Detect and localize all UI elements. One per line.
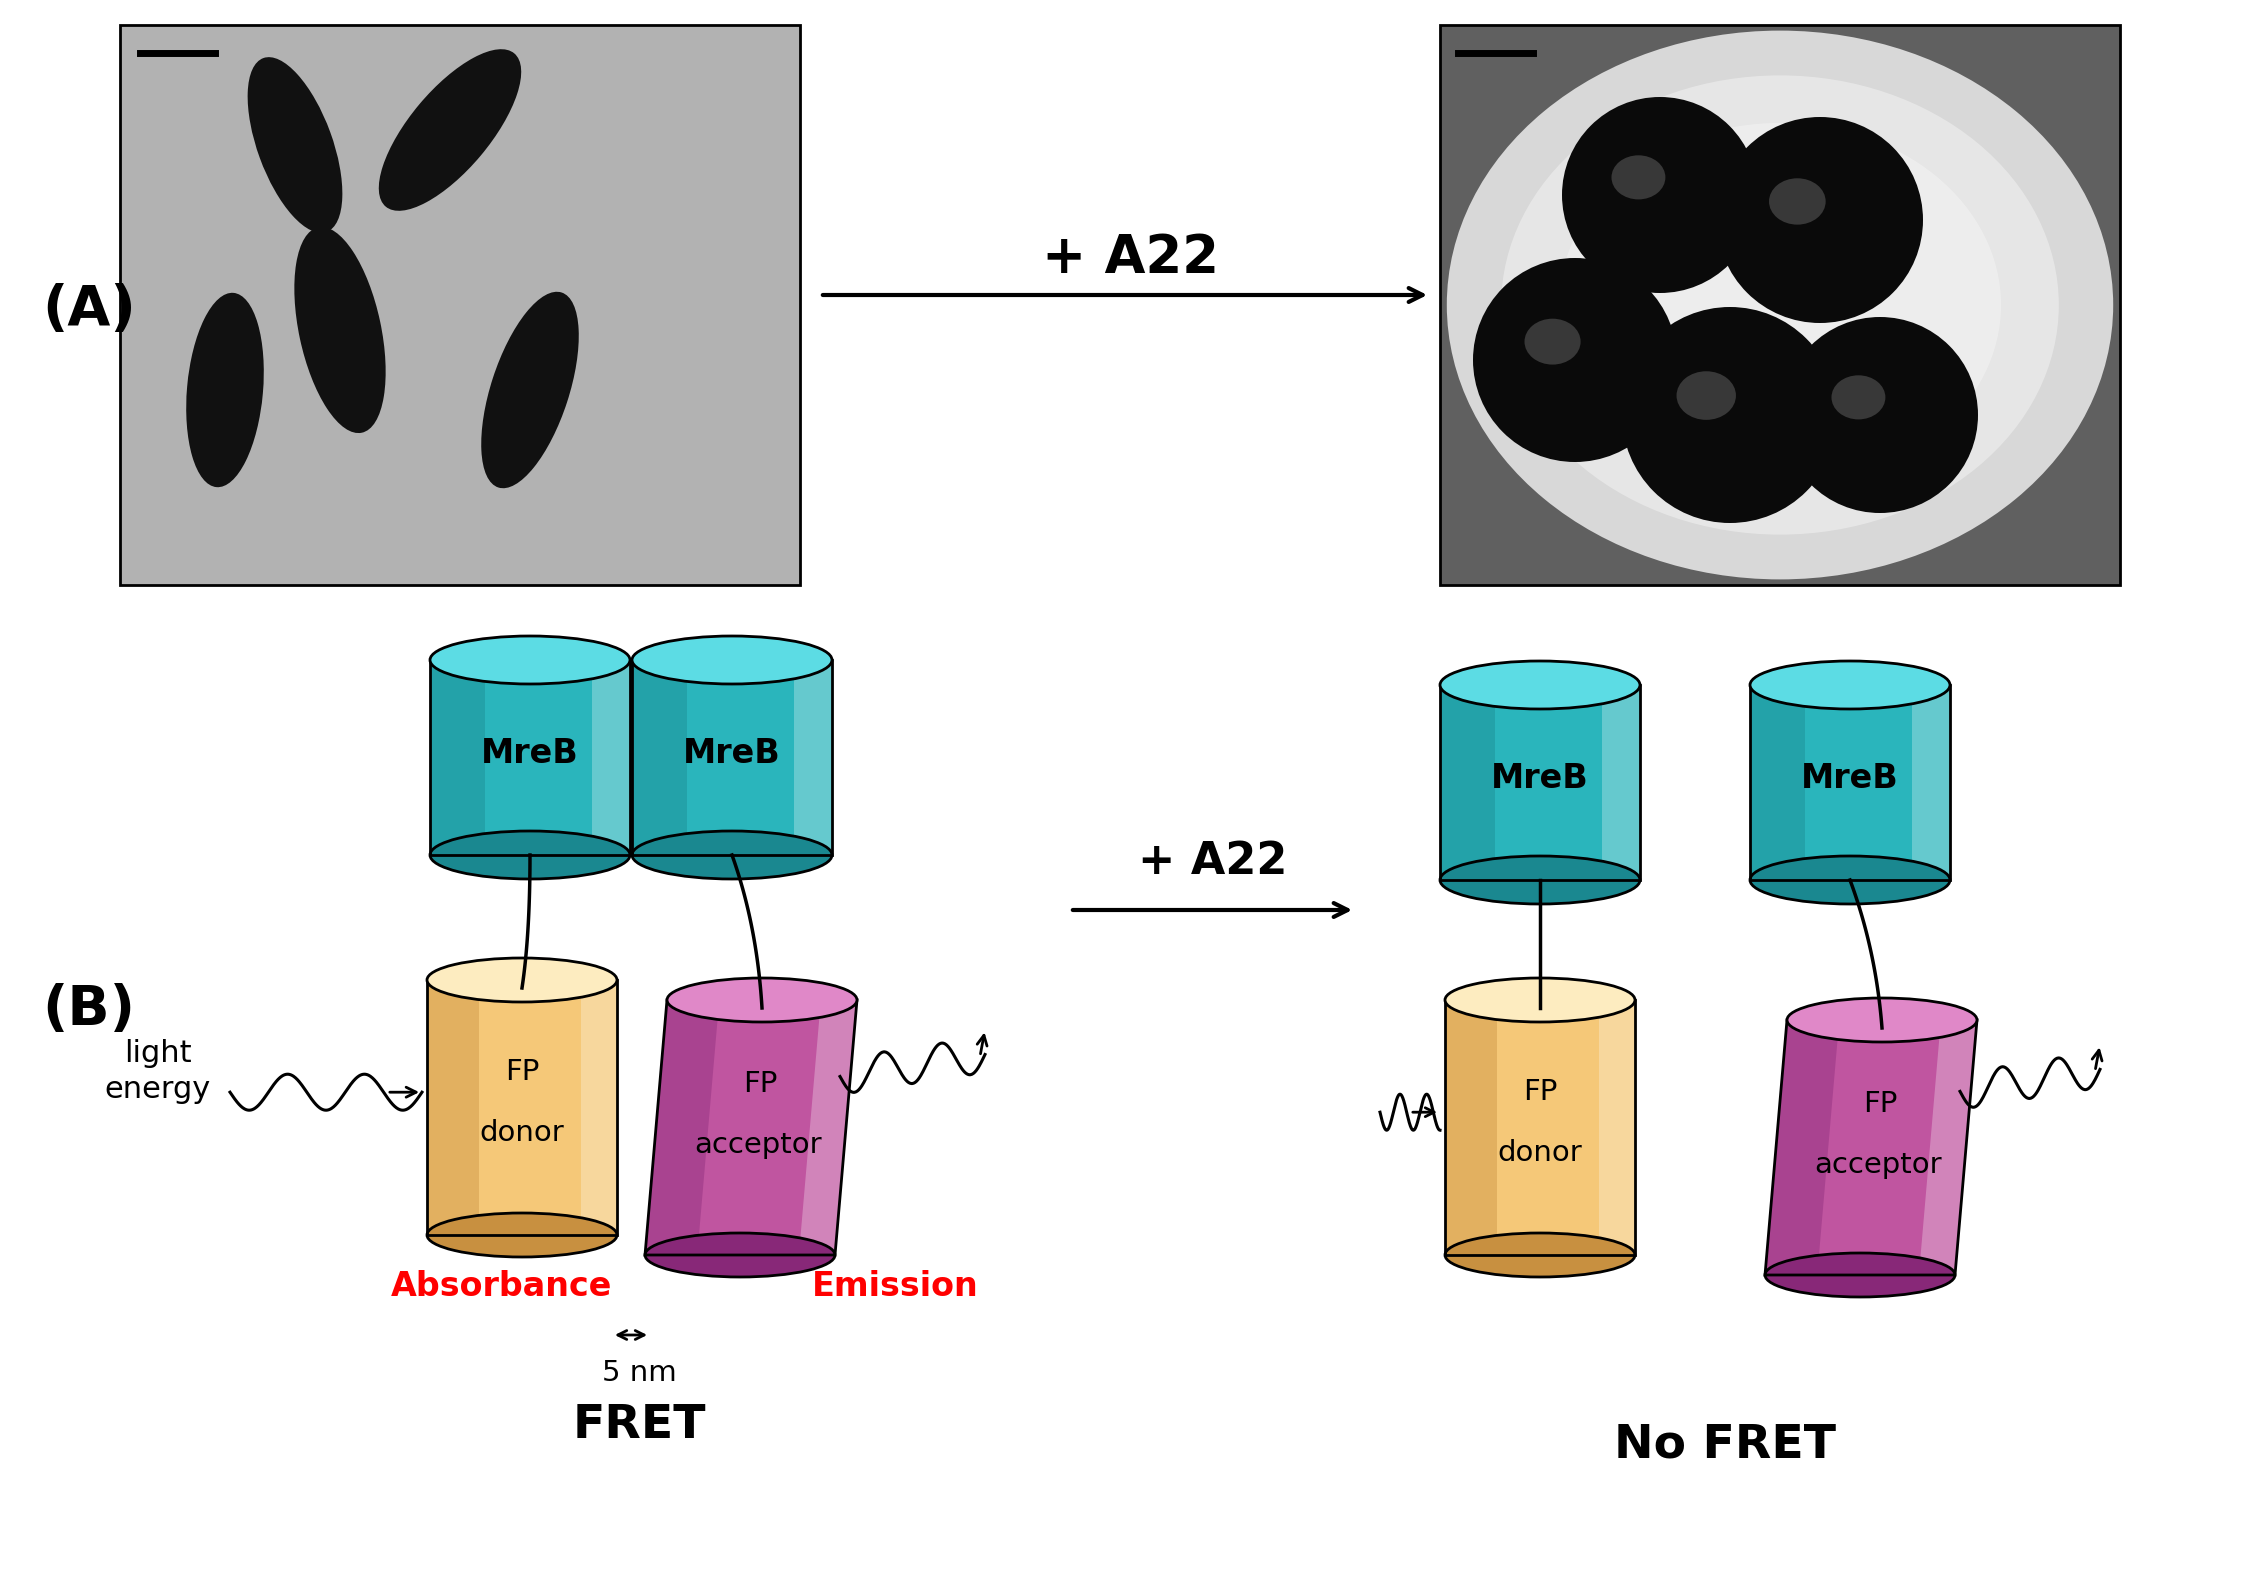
Text: MreB: MreB — [683, 737, 780, 770]
Ellipse shape — [1833, 375, 1885, 419]
Polygon shape — [1445, 1001, 1497, 1255]
Ellipse shape — [431, 832, 631, 879]
Ellipse shape — [1501, 76, 2059, 534]
Text: MreB: MreB — [1801, 762, 1898, 795]
Polygon shape — [1751, 685, 1805, 881]
Ellipse shape — [1445, 1233, 1635, 1277]
Ellipse shape — [1524, 319, 1581, 365]
Ellipse shape — [1769, 179, 1826, 225]
Text: + A22: + A22 — [1139, 841, 1288, 884]
Text: FRET: FRET — [572, 1402, 705, 1448]
Polygon shape — [1765, 1020, 1839, 1274]
Polygon shape — [1765, 1020, 1978, 1274]
Polygon shape — [426, 980, 617, 1235]
Ellipse shape — [426, 958, 617, 1002]
Circle shape — [1783, 318, 1978, 512]
Circle shape — [1563, 96, 1758, 292]
Circle shape — [1717, 117, 1923, 323]
Ellipse shape — [1445, 979, 1635, 1021]
Ellipse shape — [426, 1213, 617, 1257]
Text: donor: donor — [1497, 1138, 1583, 1167]
Ellipse shape — [1676, 372, 1735, 421]
Text: donor: donor — [479, 1119, 565, 1146]
Ellipse shape — [1751, 661, 1950, 708]
Ellipse shape — [247, 57, 342, 232]
Circle shape — [1472, 258, 1676, 462]
Polygon shape — [1445, 1001, 1635, 1255]
Polygon shape — [1440, 685, 1640, 881]
Polygon shape — [633, 659, 687, 855]
Polygon shape — [798, 1001, 857, 1255]
Ellipse shape — [1765, 1254, 1955, 1296]
Polygon shape — [1919, 1020, 1978, 1274]
Text: acceptor: acceptor — [694, 1132, 821, 1159]
Text: No FRET: No FRET — [1615, 1423, 1837, 1467]
Text: FP: FP — [506, 1058, 540, 1086]
Ellipse shape — [644, 1233, 835, 1277]
Ellipse shape — [481, 292, 578, 489]
Polygon shape — [794, 659, 832, 855]
Ellipse shape — [1787, 998, 1978, 1042]
Text: MreB: MreB — [481, 737, 578, 770]
Ellipse shape — [1751, 855, 1950, 904]
Polygon shape — [644, 1001, 719, 1255]
Ellipse shape — [1558, 123, 2000, 487]
Ellipse shape — [1613, 155, 1665, 199]
Ellipse shape — [633, 832, 832, 879]
Polygon shape — [1751, 685, 1950, 881]
Text: (B): (B) — [43, 983, 136, 1037]
Ellipse shape — [379, 49, 522, 210]
Text: (A): (A) — [43, 283, 136, 337]
Text: light
energy: light energy — [104, 1039, 211, 1104]
Polygon shape — [592, 659, 631, 855]
Bar — [120, 25, 801, 585]
Text: FP: FP — [1522, 1078, 1558, 1105]
Polygon shape — [581, 980, 617, 1235]
Text: MreB: MreB — [1490, 762, 1590, 795]
Text: acceptor: acceptor — [1814, 1151, 1941, 1179]
Polygon shape — [431, 659, 485, 855]
Polygon shape — [1912, 685, 1950, 881]
Ellipse shape — [1440, 661, 1640, 708]
Ellipse shape — [667, 979, 857, 1021]
Polygon shape — [431, 659, 631, 855]
Polygon shape — [426, 980, 479, 1235]
Ellipse shape — [295, 228, 386, 433]
Bar — [1440, 25, 2121, 585]
Polygon shape — [633, 659, 832, 855]
Polygon shape — [1440, 685, 1495, 881]
Text: FP: FP — [1862, 1091, 1898, 1118]
Ellipse shape — [186, 292, 263, 487]
Ellipse shape — [1447, 30, 2114, 579]
Text: 5 nm: 5 nm — [601, 1360, 676, 1387]
Ellipse shape — [1440, 855, 1640, 904]
Polygon shape — [1599, 1001, 1635, 1255]
Text: FP: FP — [744, 1070, 778, 1099]
Ellipse shape — [633, 636, 832, 685]
Text: + A22: + A22 — [1041, 232, 1218, 285]
Circle shape — [1622, 307, 1837, 523]
Ellipse shape — [431, 636, 631, 685]
Polygon shape — [644, 1001, 857, 1255]
Polygon shape — [1601, 685, 1640, 881]
Text: Emission: Emission — [812, 1271, 978, 1303]
Text: Absorbance: Absorbance — [392, 1271, 612, 1303]
